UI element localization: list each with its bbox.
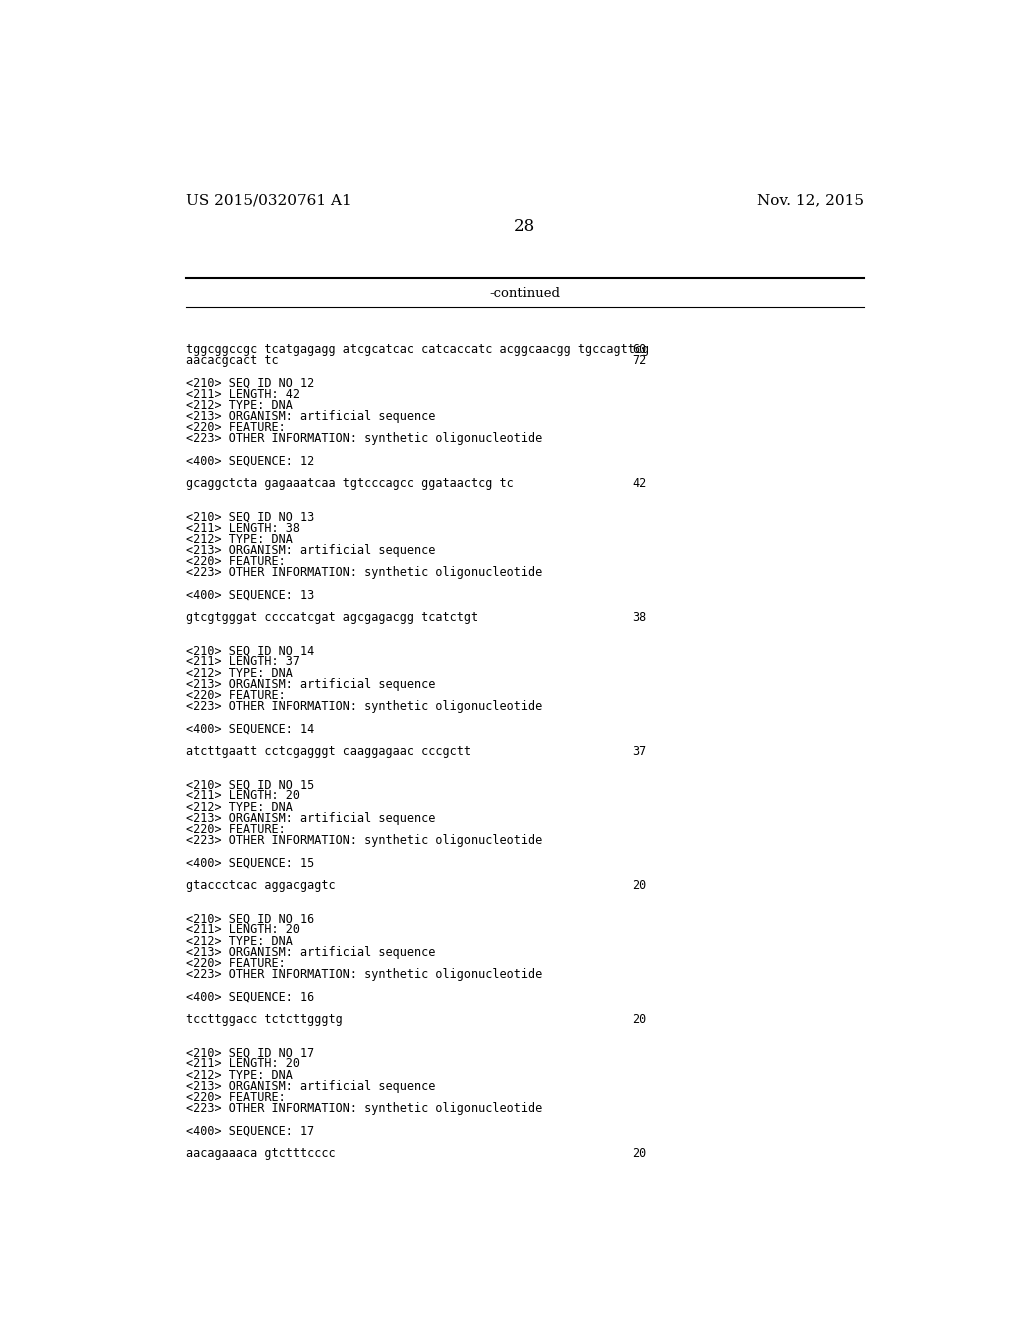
Text: <220> FEATURE:: <220> FEATURE: [186,689,286,702]
Text: <211> LENGTH: 38: <211> LENGTH: 38 [186,521,300,535]
Text: 20: 20 [632,1012,646,1026]
Text: <400> SEQUENCE: 13: <400> SEQUENCE: 13 [186,589,314,602]
Text: <212> TYPE: DNA: <212> TYPE: DNA [186,667,293,680]
Text: gcaggctcta gagaaatcaa tgtcccagcc ggataactcg tc: gcaggctcta gagaaatcaa tgtcccagcc ggataac… [186,477,514,490]
Text: <212> TYPE: DNA: <212> TYPE: DNA [186,935,293,948]
Text: <223> OTHER INFORMATION: synthetic oligonucleotide: <223> OTHER INFORMATION: synthetic oligo… [186,834,542,847]
Text: gtaccctcac aggacgagtc: gtaccctcac aggacgagtc [186,879,336,892]
Text: <213> ORGANISM: artificial sequence: <213> ORGANISM: artificial sequence [186,544,435,557]
Text: <210> SEQ ID NO 16: <210> SEQ ID NO 16 [186,912,314,925]
Text: tggcggccgc tcatgagagg atcgcatcac catcaccatc acggcaacgg tgccagttcg: tggcggccgc tcatgagagg atcgcatcac catcacc… [186,343,649,356]
Text: <213> ORGANISM: artificial sequence: <213> ORGANISM: artificial sequence [186,812,435,825]
Text: <220> FEATURE:: <220> FEATURE: [186,421,286,434]
Text: <220> FEATURE:: <220> FEATURE: [186,554,286,568]
Text: <211> LENGTH: 20: <211> LENGTH: 20 [186,789,300,803]
Text: <223> OTHER INFORMATION: synthetic oligonucleotide: <223> OTHER INFORMATION: synthetic oligo… [186,968,542,981]
Text: <211> LENGTH: 20: <211> LENGTH: 20 [186,924,300,936]
Text: <223> OTHER INFORMATION: synthetic oligonucleotide: <223> OTHER INFORMATION: synthetic oligo… [186,566,542,579]
Text: -continued: -continued [489,286,560,300]
Text: <210> SEQ ID NO 14: <210> SEQ ID NO 14 [186,644,314,657]
Text: <223> OTHER INFORMATION: synthetic oligonucleotide: <223> OTHER INFORMATION: synthetic oligo… [186,700,542,713]
Text: 20: 20 [632,1147,646,1160]
Text: 38: 38 [632,611,646,624]
Text: aacacgcact tc: aacacgcact tc [186,354,279,367]
Text: <211> LENGTH: 37: <211> LENGTH: 37 [186,656,300,668]
Text: <223> OTHER INFORMATION: synthetic oligonucleotide: <223> OTHER INFORMATION: synthetic oligo… [186,1102,542,1115]
Text: 20: 20 [632,879,646,892]
Text: <400> SEQUENCE: 17: <400> SEQUENCE: 17 [186,1125,314,1138]
Text: Nov. 12, 2015: Nov. 12, 2015 [757,194,863,207]
Text: <213> ORGANISM: artificial sequence: <213> ORGANISM: artificial sequence [186,1080,435,1093]
Text: <210> SEQ ID NO 13: <210> SEQ ID NO 13 [186,511,314,523]
Text: <212> TYPE: DNA: <212> TYPE: DNA [186,399,293,412]
Text: 37: 37 [632,744,646,758]
Text: <211> LENGTH: 42: <211> LENGTH: 42 [186,388,300,400]
Text: gtcgtgggat ccccatcgat agcgagacgg tcatctgt: gtcgtgggat ccccatcgat agcgagacgg tcatctg… [186,611,478,624]
Text: <220> FEATURE:: <220> FEATURE: [186,822,286,836]
Text: <400> SEQUENCE: 15: <400> SEQUENCE: 15 [186,857,314,870]
Text: atcttgaatt cctcgagggt caaggagaac cccgctt: atcttgaatt cctcgagggt caaggagaac cccgctt [186,744,471,758]
Text: <211> LENGTH: 20: <211> LENGTH: 20 [186,1057,300,1071]
Text: <213> ORGANISM: artificial sequence: <213> ORGANISM: artificial sequence [186,409,435,422]
Text: <220> FEATURE:: <220> FEATURE: [186,1090,286,1104]
Text: <213> ORGANISM: artificial sequence: <213> ORGANISM: artificial sequence [186,945,435,958]
Text: <212> TYPE: DNA: <212> TYPE: DNA [186,801,293,813]
Text: <400> SEQUENCE: 16: <400> SEQUENCE: 16 [186,990,314,1003]
Text: <212> TYPE: DNA: <212> TYPE: DNA [186,533,293,545]
Text: <400> SEQUENCE: 12: <400> SEQUENCE: 12 [186,454,314,467]
Text: <210> SEQ ID NO 17: <210> SEQ ID NO 17 [186,1047,314,1059]
Text: <220> FEATURE:: <220> FEATURE: [186,957,286,970]
Text: US 2015/0320761 A1: US 2015/0320761 A1 [186,194,351,207]
Text: <212> TYPE: DNA: <212> TYPE: DNA [186,1069,293,1081]
Text: tccttggacc tctcttgggtg: tccttggacc tctcttgggtg [186,1012,343,1026]
Text: <210> SEQ ID NO 15: <210> SEQ ID NO 15 [186,779,314,791]
Text: 28: 28 [514,218,536,235]
Text: <210> SEQ ID NO 12: <210> SEQ ID NO 12 [186,376,314,389]
Text: <400> SEQUENCE: 14: <400> SEQUENCE: 14 [186,722,314,735]
Text: <213> ORGANISM: artificial sequence: <213> ORGANISM: artificial sequence [186,677,435,690]
Text: 42: 42 [632,477,646,490]
Text: 60: 60 [632,343,646,356]
Text: <223> OTHER INFORMATION: synthetic oligonucleotide: <223> OTHER INFORMATION: synthetic oligo… [186,432,542,445]
Text: aacagaaaca gtctttcccc: aacagaaaca gtctttcccc [186,1147,336,1160]
Text: 72: 72 [632,354,646,367]
